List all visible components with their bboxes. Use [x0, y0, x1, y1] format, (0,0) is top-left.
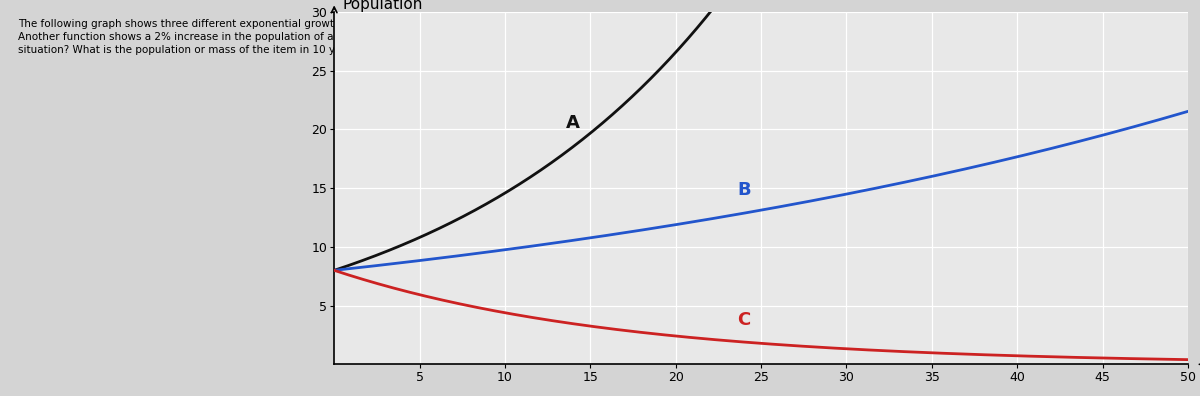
- Text: A: A: [566, 114, 580, 133]
- Text: B: B: [737, 181, 751, 200]
- Text: C: C: [737, 311, 751, 329]
- Text: The following graph shows three different exponential growth or decay functions.: The following graph shows three differen…: [18, 19, 1176, 55]
- Text: Population: Population: [343, 0, 424, 12]
